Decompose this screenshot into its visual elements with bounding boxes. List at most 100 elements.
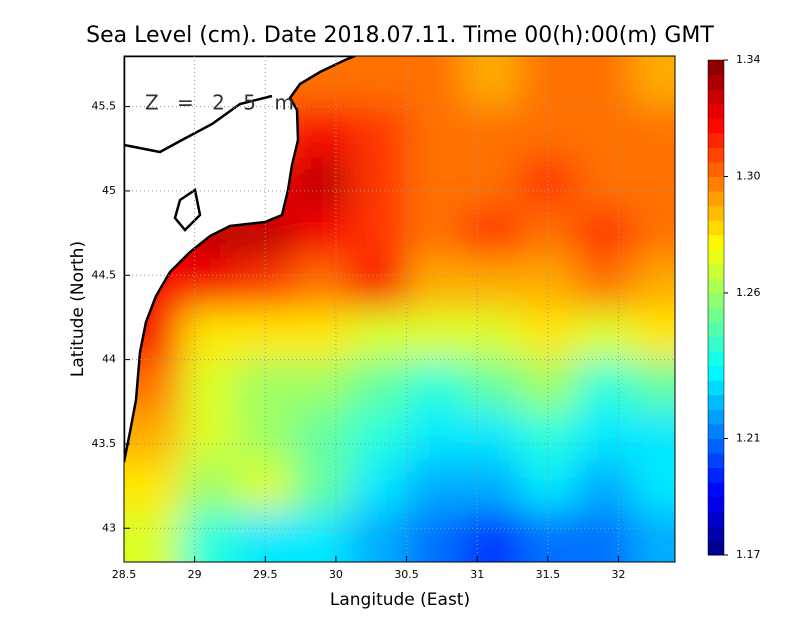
colorbar-step [708, 263, 724, 279]
cell [519, 258, 577, 309]
cell [576, 460, 633, 512]
colorbar-step [708, 365, 724, 381]
colorbar-step [708, 147, 724, 163]
colorbar-step [708, 60, 724, 76]
field [124, 56, 675, 562]
y-tick-label: 44.5 [92, 268, 117, 281]
cell [463, 157, 520, 208]
grid [123, 56, 675, 562]
cell [406, 56, 464, 107]
cell [576, 410, 633, 461]
colorbar-step [708, 322, 724, 338]
colorbar-step [708, 89, 724, 105]
cell [293, 511, 351, 562]
cell [576, 359, 633, 411]
x-tick-label: 28.5 [112, 568, 137, 581]
colorbar-step [708, 423, 724, 440]
x-tick-label: 29.5 [253, 568, 278, 581]
x-tick-label: 30 [329, 568, 343, 581]
cell [463, 258, 520, 309]
cell [463, 359, 520, 411]
cell [406, 157, 464, 208]
cell [632, 56, 675, 107]
cell [632, 511, 675, 562]
colorbar-step [708, 191, 724, 207]
cell [180, 511, 238, 562]
colorbar-step [708, 205, 724, 221]
cell [576, 309, 633, 360]
plot-frame [123, 55, 676, 563]
colorbar-tick-label: 1.30 [736, 169, 761, 182]
cell [350, 56, 407, 107]
cell [237, 309, 294, 360]
coastline [173, 187, 202, 232]
cell [350, 359, 407, 411]
cell [632, 359, 675, 411]
cell [576, 56, 633, 107]
cell [237, 410, 294, 461]
cell [350, 410, 407, 461]
cell [406, 511, 464, 562]
cell [463, 106, 520, 158]
colorbar-step [708, 118, 724, 134]
cell [632, 106, 675, 158]
cell [463, 309, 520, 360]
colorbar-step [708, 292, 724, 308]
colorbar-step [708, 234, 724, 250]
colorbar-step [708, 438, 724, 454]
cell [180, 460, 238, 512]
cell [632, 207, 675, 259]
cell [350, 207, 407, 259]
x-axis-label: Langitude (East) [330, 590, 470, 610]
colorbar-step [708, 511, 724, 527]
colorbar-step [708, 525, 724, 541]
cell [180, 309, 238, 360]
colorbar-step [708, 220, 724, 236]
cell [350, 309, 407, 360]
colorbar-step [708, 482, 724, 498]
cell [463, 410, 520, 461]
cell [350, 460, 407, 512]
cell [293, 157, 351, 208]
colorbar-step [708, 467, 724, 483]
colorbar-step [708, 278, 724, 294]
colorbar-step [708, 74, 724, 90]
y-tick-label: 45.5 [92, 100, 117, 113]
cell [180, 258, 238, 309]
cell [576, 207, 633, 259]
colorbar-tick-label: 1.34 [736, 53, 761, 66]
colorbar-step [708, 103, 724, 119]
cell [632, 460, 675, 512]
cell [406, 207, 464, 259]
cell [350, 106, 407, 158]
x-tick-label: 30.5 [394, 568, 419, 581]
colorbar-step [708, 380, 724, 396]
colorbar-tick-label: 1.26 [736, 286, 761, 299]
y-axis-label: Latitude (North) [68, 241, 88, 377]
cell [406, 410, 464, 461]
cell [237, 460, 294, 512]
cell [519, 157, 577, 208]
cell [293, 460, 351, 512]
colorbar-tick-label: 1.17 [736, 548, 761, 561]
cell [463, 511, 520, 562]
cell [293, 359, 351, 411]
cell [350, 511, 407, 562]
cell [632, 258, 675, 309]
cell [293, 410, 351, 461]
colorbar: 1.17 1.21 1.26 1.30 1.34 [707, 53, 761, 561]
cell [519, 309, 577, 360]
cell [350, 258, 407, 309]
cell [463, 460, 520, 512]
cell [237, 258, 294, 309]
y-tick-label: 45 [102, 184, 116, 197]
cell [406, 460, 464, 512]
cell [293, 106, 351, 158]
cell [293, 258, 351, 309]
cell [519, 410, 577, 461]
colorbar-tick-label: 1.21 [736, 432, 761, 445]
colorbar-step [708, 496, 724, 512]
cell [519, 207, 577, 259]
colorbar-step [708, 307, 724, 323]
y-tick-label: 43.5 [92, 437, 117, 450]
